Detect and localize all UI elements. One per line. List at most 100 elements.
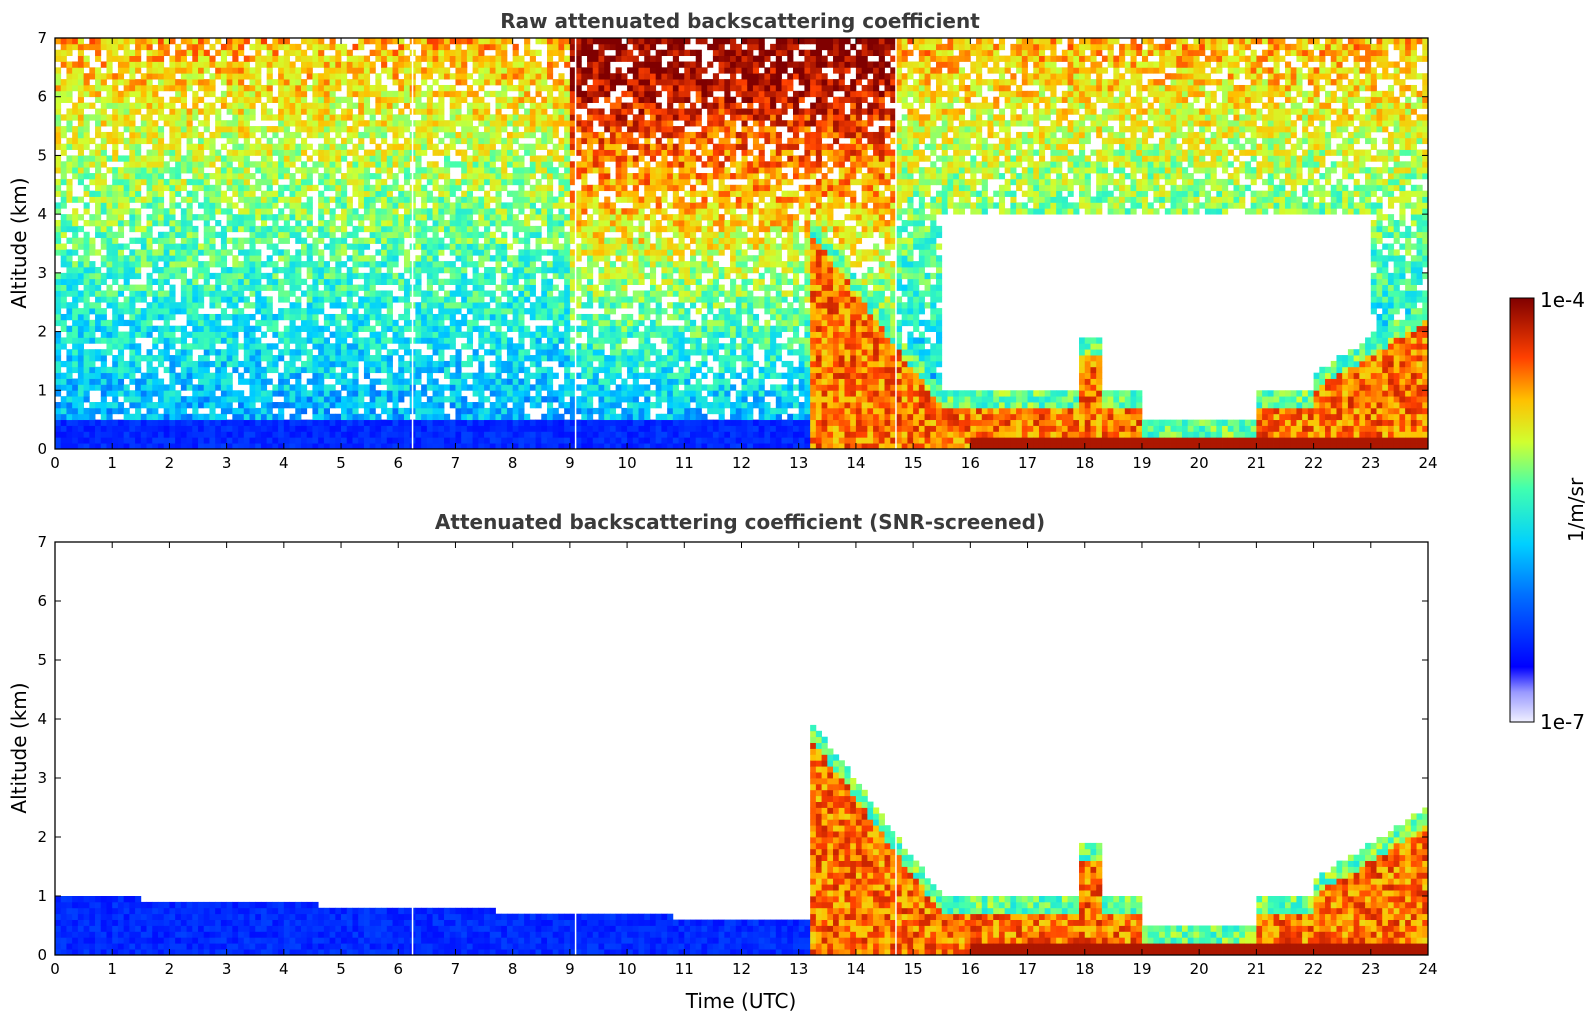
heatmap-cell [266, 390, 273, 397]
heatmap-cell [226, 372, 233, 379]
heatmap-cell [478, 413, 485, 421]
heatmap-cell [220, 396, 228, 403]
heatmap-cell [329, 431, 336, 438]
top-heatmap [55, 38, 1429, 450]
heatmap-cell [66, 337, 73, 344]
heatmap-cell [489, 343, 496, 350]
heatmap-cell [415, 108, 422, 115]
heatmap-cell [341, 96, 348, 103]
heatmap-cell [426, 108, 433, 115]
heatmap-cell [369, 155, 376, 162]
heatmap-cell [524, 225, 531, 233]
heatmap-cell [198, 137, 205, 145]
heatmap-cell [512, 161, 519, 168]
heatmap-cell [369, 161, 376, 168]
heatmap-cell [489, 79, 496, 86]
heatmap-cell [157, 337, 165, 344]
heatmap-cell [541, 208, 548, 215]
heatmap-cell [535, 296, 542, 303]
heatmap-cell [163, 437, 170, 444]
heatmap-cell [55, 355, 62, 362]
heatmap-cell [278, 425, 285, 432]
heatmap-cell [186, 313, 193, 321]
heatmap-cell [346, 255, 353, 262]
heatmap-cell [157, 237, 165, 244]
heatmap-cell [546, 390, 554, 397]
heatmap-cell [369, 184, 376, 192]
heatmap-cell [243, 178, 250, 186]
heatmap-cell [386, 149, 393, 156]
heatmap-cell [489, 278, 496, 285]
heatmap-cell [381, 231, 388, 239]
heatmap-cell [129, 319, 136, 327]
heatmap-cell [60, 243, 67, 250]
heatmap-cell [461, 190, 468, 197]
heatmap-cell [152, 290, 159, 297]
heatmap-cell [95, 49, 102, 57]
heatmap-cell [386, 255, 393, 262]
heatmap-cell [135, 419, 142, 426]
heatmap-cell [381, 43, 388, 51]
heatmap-cell [106, 366, 113, 374]
heatmap-cell [369, 402, 376, 409]
heatmap-cell [89, 272, 96, 280]
heatmap-cell [266, 437, 273, 444]
heatmap-cell [192, 402, 199, 409]
heatmap-cell [421, 131, 428, 139]
heatmap-cell [83, 184, 90, 192]
heatmap-cell [472, 55, 479, 62]
heatmap-cell [398, 313, 405, 321]
heatmap-cell [146, 319, 153, 327]
heatmap-cell [512, 343, 519, 350]
heatmap-cell [518, 67, 525, 74]
heatmap-cell [95, 79, 102, 86]
heatmap-cell [152, 425, 159, 432]
heatmap-cell [461, 266, 468, 274]
heatmap-cell [60, 55, 67, 62]
heatmap-cell [403, 319, 411, 327]
heatmap-cell [272, 131, 279, 139]
heatmap-cell [449, 49, 456, 57]
heatmap-cell [415, 355, 422, 362]
heatmap-cell [198, 396, 205, 403]
heatmap-cell [461, 313, 468, 321]
heatmap-cell [461, 208, 468, 215]
heatmap-cell [198, 55, 205, 62]
heatmap-cell [403, 231, 411, 239]
heatmap-cell [363, 402, 371, 409]
heatmap-cell [209, 202, 216, 209]
heatmap-cell [112, 355, 119, 362]
heatmap-cell [415, 366, 422, 374]
heatmap-cell [260, 261, 268, 268]
heatmap-cell [432, 396, 439, 403]
heatmap-cell [489, 161, 496, 168]
heatmap-cell [329, 196, 336, 203]
heatmap-cell [220, 178, 228, 186]
heatmap-cell [363, 243, 371, 250]
heatmap-cell [112, 319, 119, 327]
heatmap-cell [484, 55, 491, 62]
heatmap-cell [72, 360, 79, 368]
heatmap-cell [232, 425, 239, 432]
heatmap-cell [369, 114, 376, 121]
heatmap-cell [295, 366, 302, 374]
heatmap-cell [489, 372, 496, 379]
heatmap-cell [421, 126, 428, 133]
heatmap-cell [66, 120, 73, 127]
heatmap-cell [306, 84, 313, 92]
heatmap-cell [381, 84, 388, 92]
heatmap-cell [398, 79, 405, 86]
heatmap-cell [83, 319, 90, 327]
heatmap-cell [381, 214, 388, 221]
heatmap-cell [226, 402, 233, 409]
heatmap-cell [301, 402, 308, 409]
heatmap-cell [535, 161, 542, 168]
heatmap-cell [255, 378, 262, 385]
heatmap-cell [106, 231, 113, 239]
heatmap-cell [444, 167, 451, 174]
heatmap-cell [484, 126, 491, 133]
heatmap-cell [306, 302, 313, 309]
heatmap-cell [220, 325, 228, 332]
heatmap-cell [278, 43, 285, 51]
heatmap-cell [512, 137, 519, 145]
